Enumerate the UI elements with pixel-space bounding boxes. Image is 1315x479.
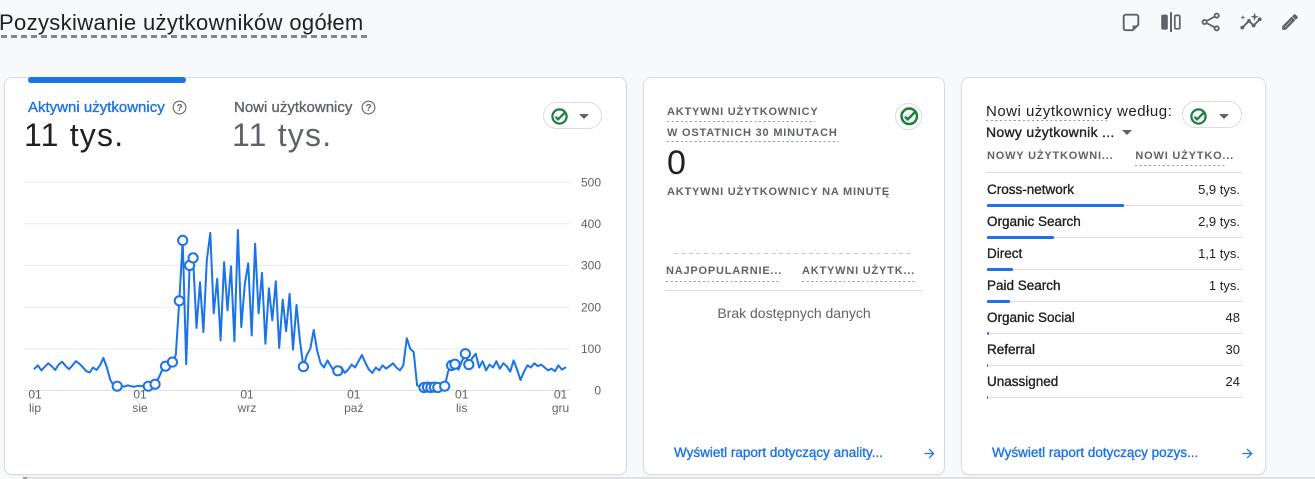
svg-text:500: 500 — [581, 175, 601, 189]
svg-text:01: 01 — [455, 388, 469, 402]
svg-text:300: 300 — [581, 259, 601, 273]
svg-text:?: ? — [365, 103, 371, 114]
svg-text:01: 01 — [133, 388, 147, 402]
svg-text:lis: lis — [456, 401, 467, 415]
svg-text:0: 0 — [594, 384, 601, 398]
svg-text:01: 01 — [240, 388, 254, 402]
svg-text:sie: sie — [132, 401, 148, 415]
svg-text:400: 400 — [581, 217, 601, 231]
svg-text:200: 200 — [581, 300, 601, 314]
svg-text:01: 01 — [554, 388, 568, 402]
svg-text:100: 100 — [581, 342, 601, 356]
svg-text:gru: gru — [552, 401, 569, 415]
svg-text:paź: paź — [344, 401, 363, 415]
svg-text:01: 01 — [347, 388, 361, 402]
svg-text:01: 01 — [28, 388, 42, 402]
svg-text:?: ? — [176, 103, 182, 114]
svg-text:lip: lip — [29, 401, 41, 415]
svg-text:wrz: wrz — [237, 401, 257, 415]
